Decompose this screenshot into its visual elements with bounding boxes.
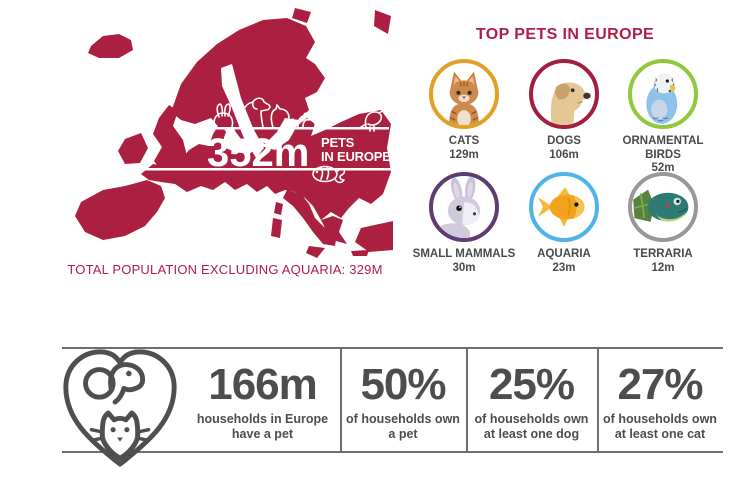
rabbit-icon bbox=[213, 103, 234, 128]
fish-icon bbox=[537, 187, 585, 227]
pet-name: ORNAMENTAL BIRDS bbox=[622, 135, 704, 161]
pet-ring-aquaria bbox=[529, 172, 599, 242]
pet-ring-terraria bbox=[628, 172, 698, 242]
stat-caption: of households own at least one cat bbox=[603, 412, 717, 441]
pet-card-cats: CATS 129m bbox=[409, 59, 519, 162]
stats-divider bbox=[597, 349, 599, 451]
pet-card-birds: ORNAMENTAL BIRDS 52m bbox=[608, 59, 718, 176]
stat-caption: of households own at least one dog bbox=[474, 412, 589, 441]
map-land bbox=[75, 8, 393, 258]
pets-label-line1: PETS bbox=[321, 135, 355, 150]
stats-divider bbox=[466, 349, 468, 451]
top-pets-title: TOP PETS IN EUROPE bbox=[475, 26, 655, 43]
dog-icon bbox=[550, 82, 591, 125]
europe-map: 352m PETS IN EUROPE bbox=[60, 6, 396, 258]
pet-name: CATS bbox=[448, 135, 480, 147]
cat-icon bbox=[449, 71, 479, 125]
stat-value: 50% bbox=[360, 360, 446, 409]
heart-with-dog-and-cat-icon bbox=[56, 342, 184, 467]
hamster-icon bbox=[297, 112, 316, 128]
stat-own-pet: 50% of households own a pet bbox=[340, 349, 466, 451]
stats-divider bbox=[340, 349, 342, 451]
pets-total-value: 352m bbox=[207, 131, 309, 175]
pet-card-aquaria: AQUARIA 23m bbox=[509, 172, 619, 275]
pet-ring-dogs bbox=[529, 59, 599, 129]
map-rule-top bbox=[201, 127, 389, 130]
pet-value: 23m bbox=[552, 261, 576, 274]
pet-value: 30m bbox=[452, 261, 476, 274]
rabbit-icon bbox=[435, 176, 481, 238]
fish-icon bbox=[312, 165, 346, 184]
map-caption: TOTAL POPULATION EXCLUDING AQUARIA: 329M bbox=[67, 262, 383, 277]
bird-icon bbox=[646, 73, 678, 124]
pet-ring-birds bbox=[628, 59, 698, 129]
pet-name: AQUARIA bbox=[537, 248, 591, 260]
pet-value: 12m bbox=[651, 261, 675, 274]
europe-map-svg: 352m PETS IN EUROPE bbox=[71, 8, 393, 258]
pet-name: DOGS bbox=[547, 135, 581, 147]
stat-caption: of households own a pet bbox=[346, 412, 460, 441]
stat-own-dog: 25% of households own at least one dog bbox=[466, 349, 597, 451]
pet-card-dogs: DOGS 106m bbox=[509, 59, 619, 162]
stat-value: 166m bbox=[208, 360, 318, 409]
pet-ring-small-mammals bbox=[429, 172, 499, 242]
pet-name: TERRARIA bbox=[633, 248, 693, 260]
stat-own-cat: 27% of households own at least one cat bbox=[597, 349, 723, 451]
stat-households: 166m households in Europe have a pet bbox=[185, 349, 340, 451]
pet-ring-cats bbox=[429, 59, 499, 129]
map-rule-bottom bbox=[71, 168, 393, 171]
pet-card-terraria: TERRARIA 12m bbox=[608, 172, 718, 275]
stats-bar-bottom-line bbox=[62, 451, 723, 453]
turtle-icon bbox=[633, 189, 689, 222]
pet-name: SMALL MAMMALS bbox=[412, 248, 516, 260]
cat-icon bbox=[270, 104, 294, 128]
pet-value: 106m bbox=[549, 148, 579, 161]
pets-label-line2: IN EUROPE bbox=[321, 149, 391, 164]
stat-caption: households in Europe have a pet bbox=[196, 412, 329, 441]
pet-card-small-mammals: SMALL MAMMALS 30m bbox=[409, 172, 519, 275]
stat-value: 25% bbox=[488, 360, 575, 409]
bird-icon bbox=[357, 109, 385, 132]
stat-value: 27% bbox=[617, 360, 703, 409]
stats-bar-top-line bbox=[62, 347, 723, 349]
pet-value: 129m bbox=[449, 148, 479, 161]
pet-value: 52m bbox=[651, 162, 675, 174]
dog-icon bbox=[241, 97, 271, 128]
